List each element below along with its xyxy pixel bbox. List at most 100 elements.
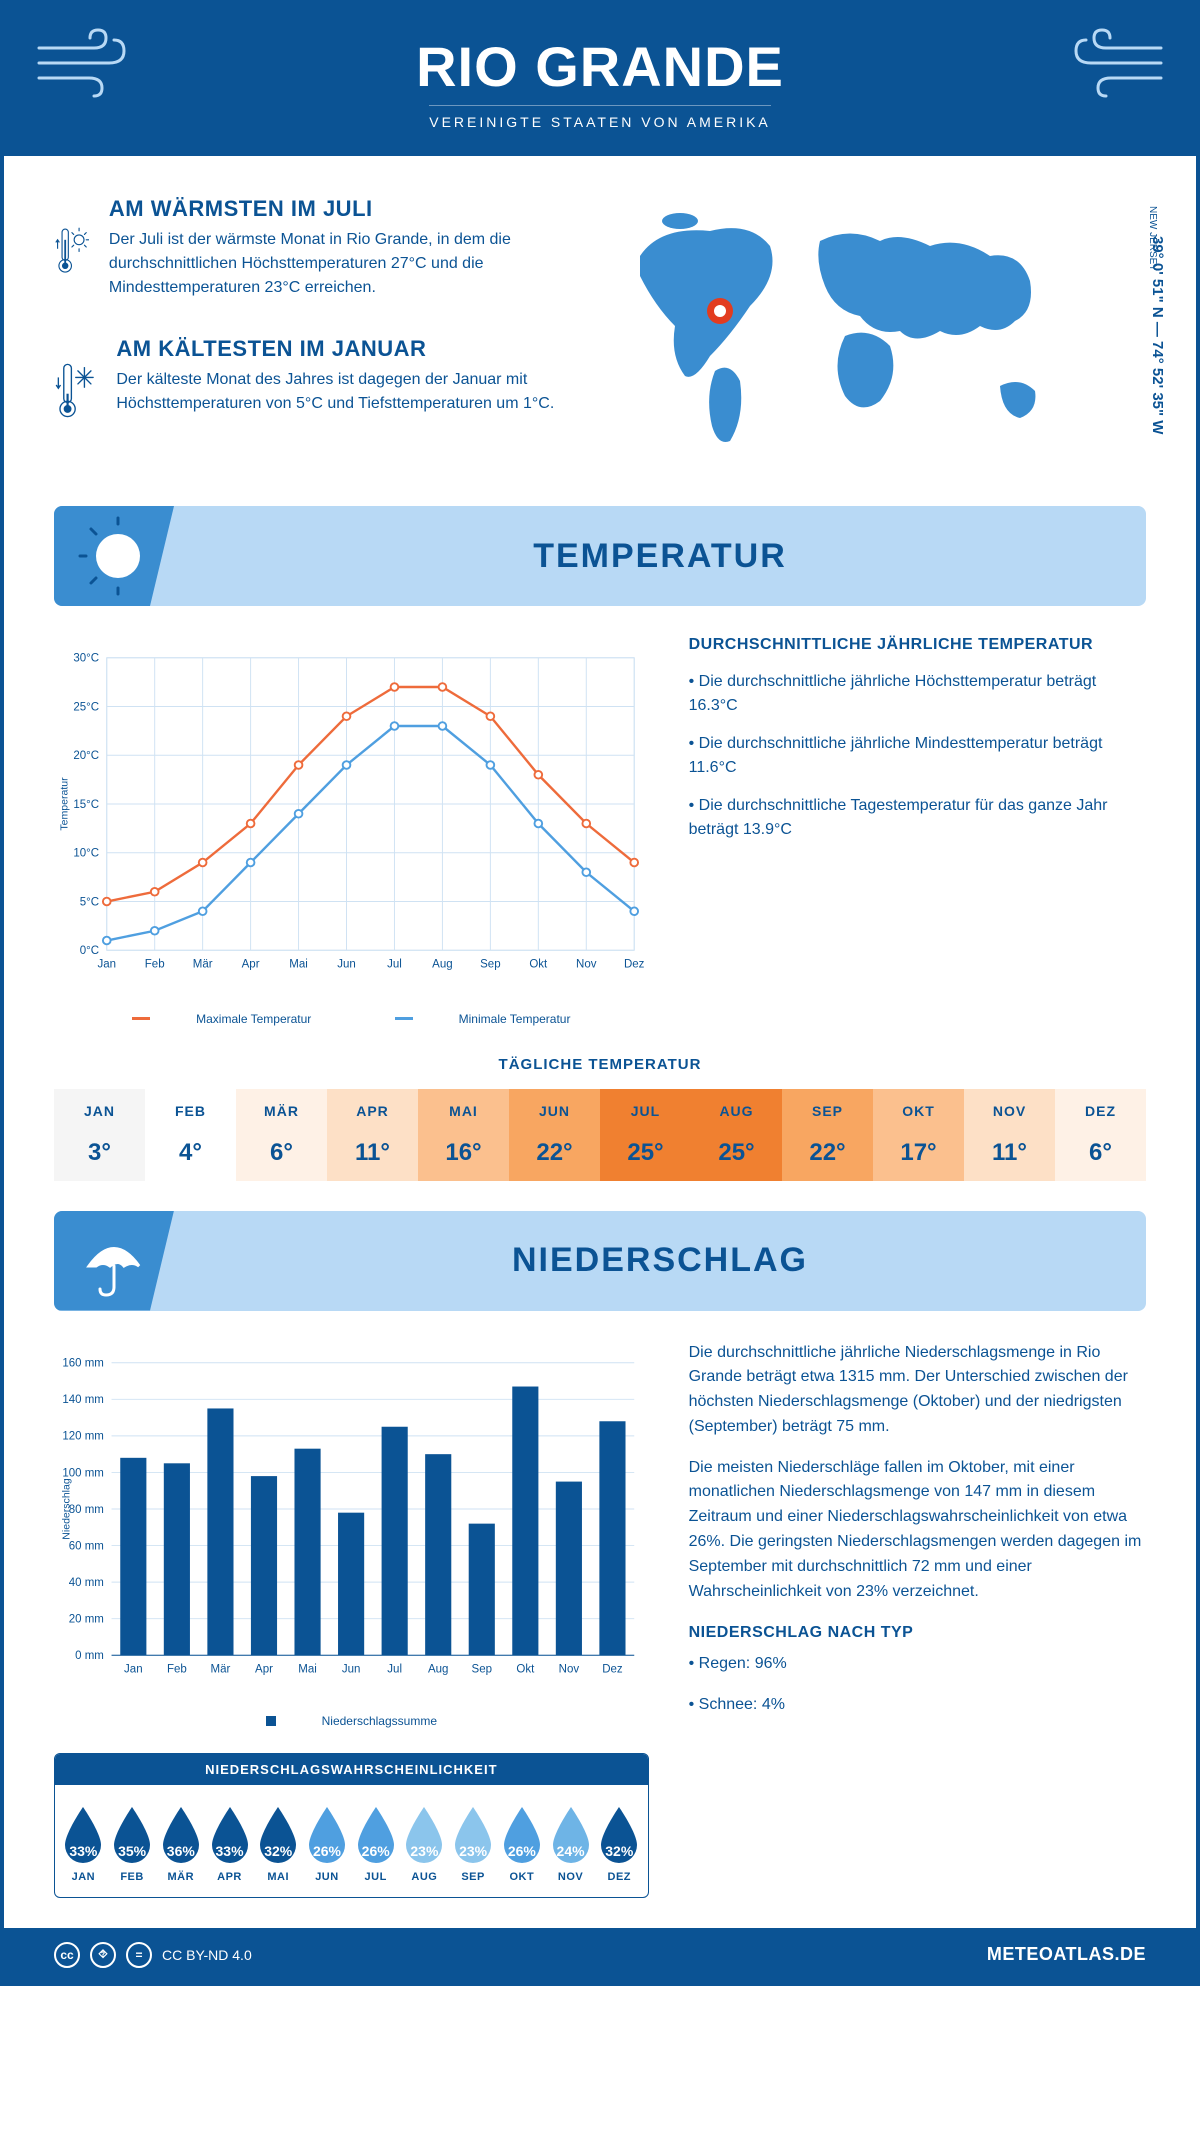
daily-temp-cell: DEZ 6° <box>1055 1089 1146 1181</box>
daily-temp-heading: TÄGLICHE TEMPERATUR <box>54 1056 1146 1073</box>
svg-text:Feb: Feb <box>145 959 165 971</box>
temp-value: 11° <box>964 1139 1055 1167</box>
month-label: AUG <box>400 1871 449 1883</box>
header: RIO GRANDE VEREINIGTE STAATEN VON AMERIK… <box>4 4 1196 156</box>
page-container: RIO GRANDE VEREINIGTE STAATEN VON AMERIK… <box>0 0 1200 1986</box>
temp-row: 0°C5°C10°C15°C20°C25°C30°CJanFebMärAprMa… <box>54 636 1146 1026</box>
svg-text:160 mm: 160 mm <box>62 1357 104 1369</box>
raindrop-icon: 33% <box>206 1805 254 1865</box>
temp-value: 17° <box>873 1139 964 1167</box>
prob-drop-cell: 26% JUL <box>351 1799 400 1883</box>
raindrop-icon: 24% <box>547 1805 595 1865</box>
daily-temp-cell: NOV11° <box>964 1089 1055 1181</box>
svg-text:Jun: Jun <box>337 959 356 971</box>
svg-text:Jul: Jul <box>387 959 402 971</box>
prob-drop-cell: 35% FEB <box>108 1799 157 1883</box>
prob-value: 33% <box>59 1843 107 1859</box>
svg-text:Jun: Jun <box>342 1663 361 1675</box>
svg-text:Dez: Dez <box>602 1663 623 1675</box>
daily-temp-cell: FEB4° <box>145 1089 236 1181</box>
svg-text:Aug: Aug <box>432 959 452 971</box>
svg-text:60 mm: 60 mm <box>69 1540 104 1552</box>
month-label: MÄR <box>236 1103 327 1119</box>
svg-text:Apr: Apr <box>255 1663 273 1675</box>
svg-text:Mär: Mär <box>211 1663 231 1675</box>
daily-temp-cell: APR 11° <box>327 1089 418 1181</box>
temp-value: 6° <box>1055 1139 1146 1167</box>
precipitation-banner: NIEDERSCHLAG <box>54 1211 1146 1311</box>
raindrop-icon: 32% <box>595 1805 643 1865</box>
daily-temp-cell: MÄR6° <box>236 1089 327 1181</box>
daily-temp-cell: OKT 17° <box>873 1089 964 1181</box>
prob-value: 33% <box>206 1843 254 1859</box>
temperature-banner: TEMPERATUR <box>54 506 1146 606</box>
prob-drop-cell: 33% APR <box>205 1799 254 1883</box>
precip-legend: Niederschlagssumme <box>54 1714 649 1729</box>
prob-value: 32% <box>254 1843 302 1859</box>
precip-chart-column: 0 mm20 mm40 mm60 mm80 mm100 mm120 mm140 … <box>54 1341 649 1898</box>
thermometer-snow-icon <box>54 336 96 446</box>
svg-text:Sep: Sep <box>472 1663 492 1675</box>
precipitation-heading: NIEDERSCHLAG <box>174 1241 1146 1280</box>
svg-text:Temperatur: Temperatur <box>58 777 70 831</box>
month-label: APR <box>327 1103 418 1119</box>
world-map-icon <box>620 196 1060 456</box>
month-label: JAN <box>54 1103 145 1119</box>
intro-row: AM WÄRMSTEN IM JULI Der Juli ist der wär… <box>54 196 1146 476</box>
svg-text:120 mm: 120 mm <box>62 1430 104 1442</box>
umbrella-icon <box>54 1211 174 1311</box>
raindrop-icon: 26% <box>303 1805 351 1865</box>
month-label: JUL <box>351 1871 400 1883</box>
precip-p2: Die meisten Niederschläge fallen im Okto… <box>689 1456 1146 1605</box>
daily-temp-cell: JUL25° <box>600 1089 691 1181</box>
month-label: DEZ <box>1055 1103 1146 1119</box>
cold-block: AM KÄLTESTEN IM JANUAR Der kälteste Mona… <box>54 336 580 446</box>
svg-text:Aug: Aug <box>428 1663 448 1675</box>
temp-info-heading: DURCHSCHNITTLICHE JÄHRLICHE TEMPERATUR <box>689 636 1146 654</box>
intro-text-column: AM WÄRMSTEN IM JULI Der Juli ist der wär… <box>54 196 580 476</box>
svg-text:Feb: Feb <box>167 1663 187 1675</box>
svg-text:Okt: Okt <box>529 959 548 971</box>
main-content: AM WÄRMSTEN IM JULI Der Juli ist der wär… <box>4 156 1196 1928</box>
raindrop-icon: 26% <box>498 1805 546 1865</box>
svg-text:100 mm: 100 mm <box>62 1467 104 1479</box>
prob-drop-cell: 23% AUG <box>400 1799 449 1883</box>
nd-icon: = <box>126 1942 152 1968</box>
month-label: OKT <box>873 1103 964 1119</box>
prob-drop-cell: 33% JAN <box>59 1799 108 1883</box>
daily-temp-strip: JAN3°FEB4°MÄR6°APR11°MAI16°JUN22°JUL25°A… <box>54 1089 1146 1181</box>
warm-heading: AM WÄRMSTEN IM JULI <box>109 196 580 222</box>
coords-label: 39° 0' 51" N — 74° 52' 35" W <box>1149 236 1166 434</box>
prob-value: 32% <box>595 1843 643 1859</box>
svg-text:5°C: 5°C <box>80 896 99 908</box>
svg-text:Okt: Okt <box>516 1663 535 1675</box>
daily-temp-cell: SEP22° <box>782 1089 873 1181</box>
sun-icon <box>54 506 174 606</box>
cc-icon: cc <box>54 1942 80 1968</box>
prob-value: 35% <box>108 1843 156 1859</box>
temp-value: 22° <box>509 1139 600 1167</box>
precip-type-heading: NIEDERSCHLAG NACH TYP <box>689 1624 1146 1642</box>
raindrop-icon: 32% <box>254 1805 302 1865</box>
svg-text:40 mm: 40 mm <box>69 1576 104 1588</box>
cold-text: Der kälteste Monat des Jahres ist dagege… <box>116 368 580 416</box>
temp-value: 16° <box>418 1139 509 1167</box>
svg-text:20°C: 20°C <box>73 750 99 762</box>
temp-value: 4° <box>145 1139 236 1167</box>
month-label: JUL <box>600 1103 691 1119</box>
license-block: cc ⯑ = CC BY-ND 4.0 <box>54 1942 252 1968</box>
world-map-box: NEW JERSEY 39° 0' 51" N — 74° 52' 35" W <box>620 196 1146 476</box>
footer: cc ⯑ = CC BY-ND 4.0 METEOATLAS.DE <box>4 1928 1196 1982</box>
svg-text:30°C: 30°C <box>73 653 99 665</box>
prob-value: 26% <box>303 1843 351 1859</box>
svg-text:Nov: Nov <box>559 1663 580 1675</box>
temp-legend: Maximale Temperatur Minimale Temperatur <box>54 1009 649 1026</box>
temp-value: 11° <box>327 1139 418 1167</box>
legend-precip: Niederschlagssumme <box>246 1714 457 1728</box>
month-label: OKT <box>497 1871 546 1883</box>
svg-text:Jan: Jan <box>124 1663 143 1675</box>
prob-value: 26% <box>498 1843 546 1859</box>
thermometer-sun-icon <box>54 196 89 306</box>
temperature-heading: TEMPERATUR <box>174 537 1146 576</box>
precip-type-line: • Regen: 96% <box>689 1652 1146 1677</box>
